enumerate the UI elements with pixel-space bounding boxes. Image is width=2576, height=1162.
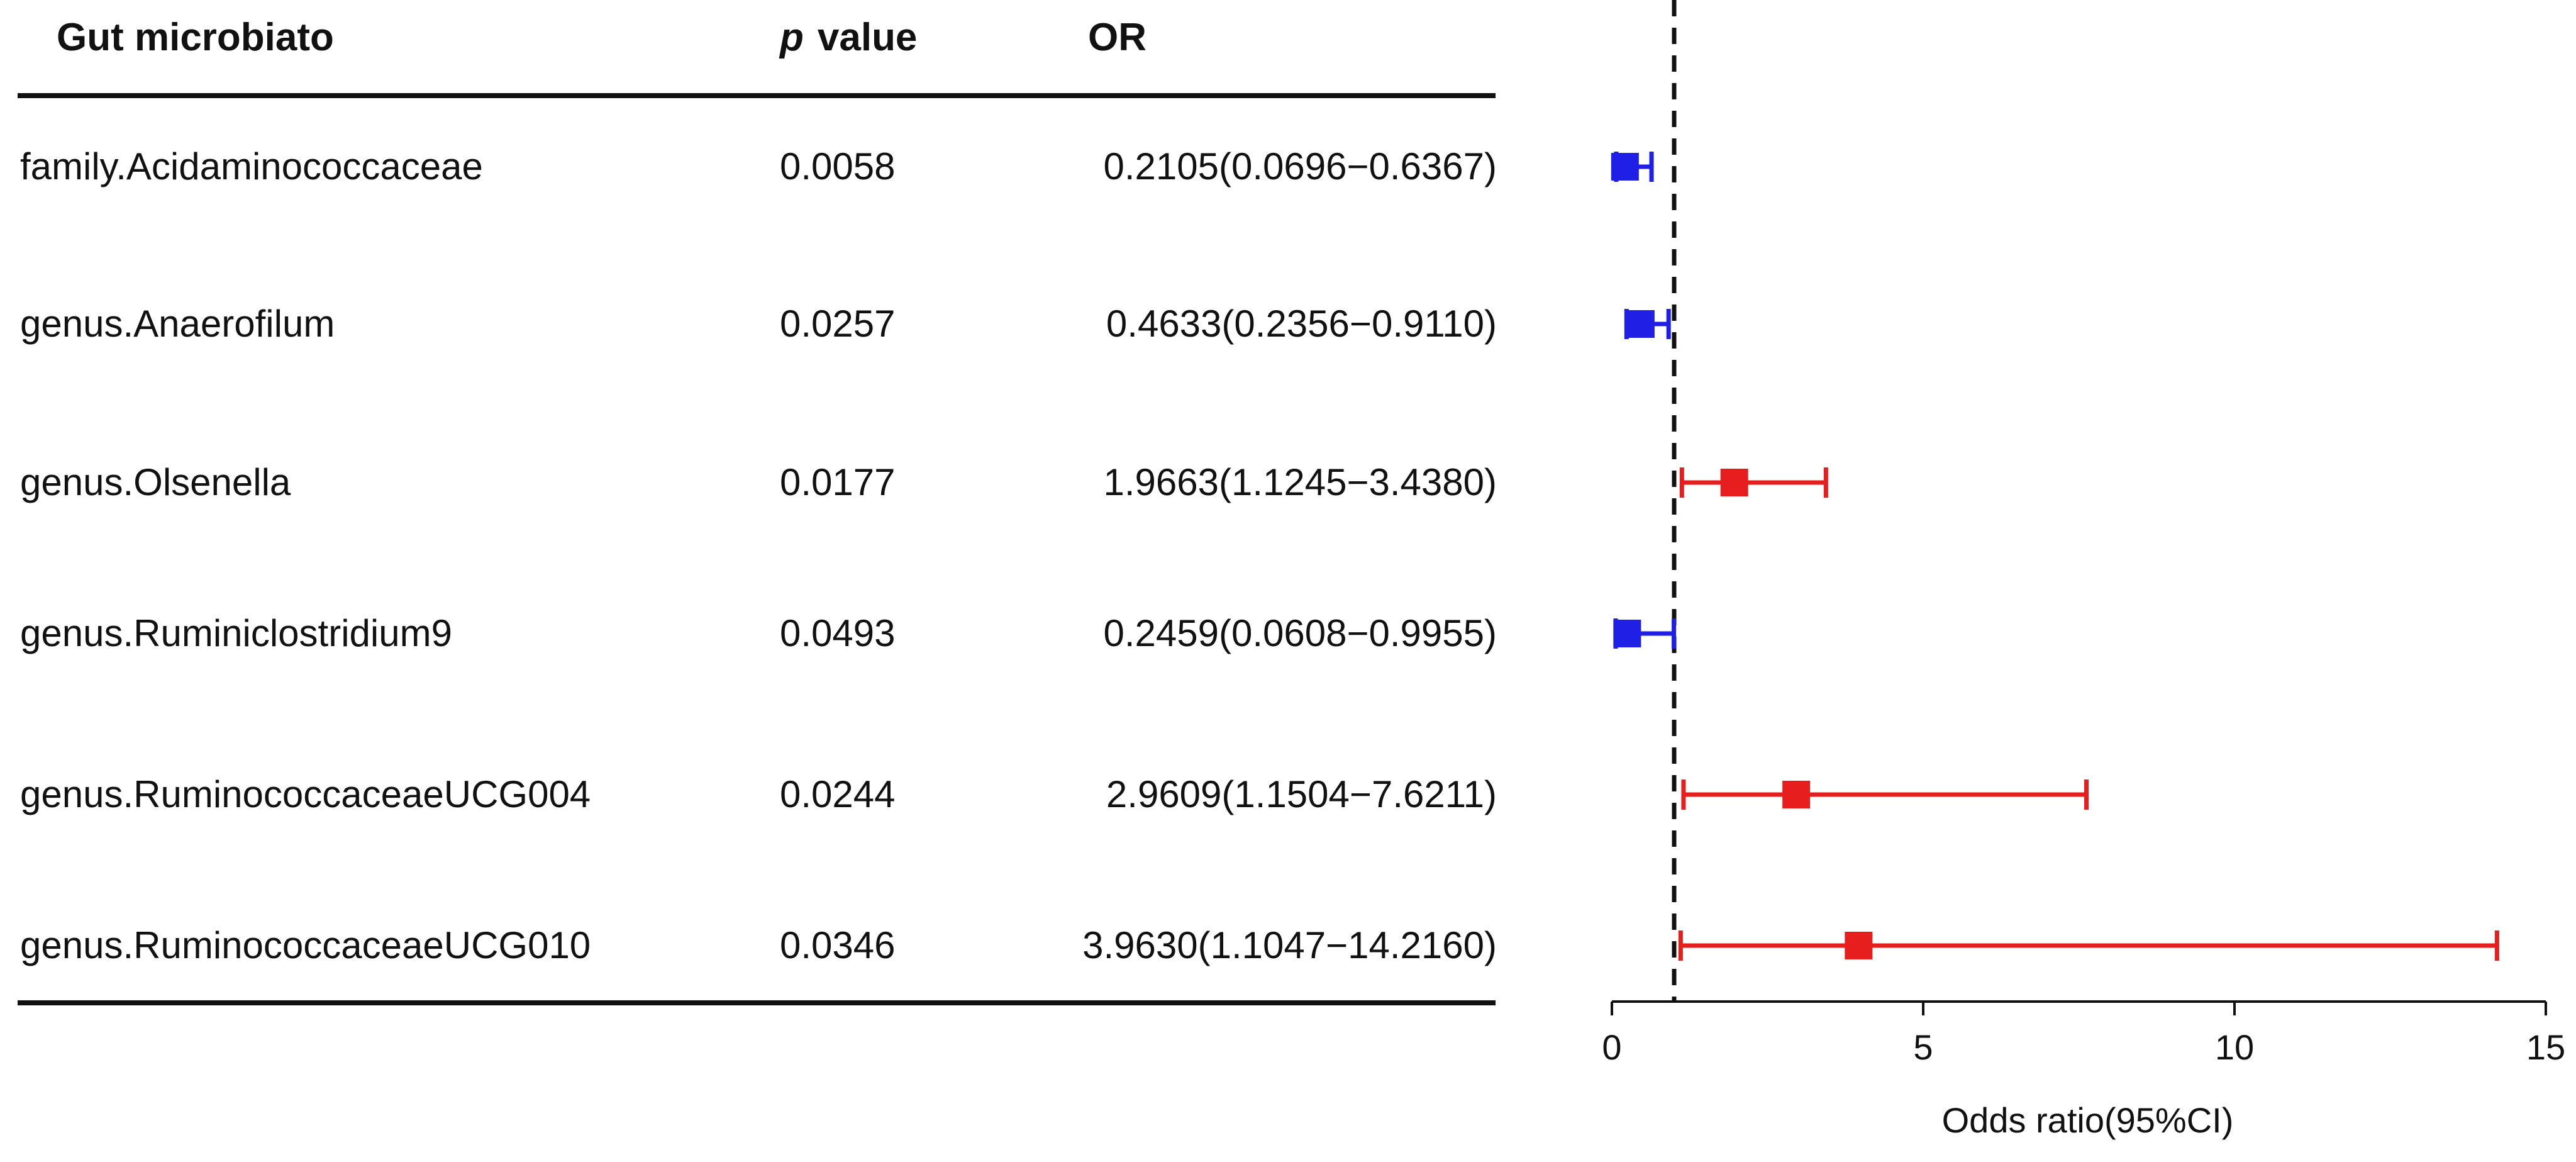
point-estimate xyxy=(1626,310,1655,338)
point-estimate xyxy=(1611,153,1639,181)
row-p-value: 0.0058 xyxy=(780,145,896,187)
point-estimate xyxy=(1613,620,1641,647)
x-tick-label: 0 xyxy=(1602,1027,1621,1067)
header-p-value: p value xyxy=(780,14,917,62)
table-row: genus.Ruminiclostridium9 0.0493 0.2459(0… xyxy=(0,605,1509,662)
row-p-value: 0.0257 xyxy=(780,303,896,345)
table-row: genus.Anaerofilum 0.0257 0.4633(0.2356−0… xyxy=(0,296,1509,352)
table-row: genus.RuminococcaceaeUCG004 0.0244 2.960… xyxy=(0,766,1509,823)
table-row: genus.RuminococcaceaeUCG010 0.0346 3.963… xyxy=(0,917,1509,974)
table-top-rule xyxy=(18,93,1496,98)
header-p-rest: value xyxy=(817,16,918,59)
row-or: 3.9630(1.1047−14.2160) xyxy=(1082,924,1497,966)
point-estimate xyxy=(1782,781,1811,808)
row-name: genus.RuminococcaceaeUCG010 xyxy=(20,924,591,966)
row-name: genus.Ruminiclostridium9 xyxy=(20,612,452,654)
table-row: genus.Olsenella 0.0177 1.9663(1.1245−3.4… xyxy=(0,454,1509,511)
row-p-value: 0.0177 xyxy=(780,461,896,503)
table-row: family.Acidaminococcaceae 0.0058 0.2105(… xyxy=(0,138,1509,195)
x-tick-label: 10 xyxy=(2215,1027,2254,1067)
row-p-value: 0.0493 xyxy=(780,612,896,654)
row-name: family.Acidaminococcaceae xyxy=(20,145,483,187)
header-gut-microbiota: Gut microbiato xyxy=(57,16,334,59)
x-axis-label: Odds ratio(95%CI) xyxy=(1942,1100,2234,1140)
point-estimate xyxy=(1845,932,1873,959)
row-or: 0.4633(0.2356−0.9110) xyxy=(1106,303,1497,345)
row-or: 0.2105(0.0696−0.6367) xyxy=(1103,145,1497,187)
table-bottom-rule xyxy=(18,1000,1496,1005)
header-or: OR xyxy=(1088,14,1491,62)
row-name: genus.RuminococcaceaeUCG004 xyxy=(20,773,591,815)
row-name: genus.Anaerofilum xyxy=(20,303,335,345)
row-or: 0.2459(0.0608−0.9955) xyxy=(1103,612,1497,654)
forest-plot: 0 5 10 15 Odds ratio(95%CI) xyxy=(1602,0,2565,1140)
point-estimate xyxy=(1720,469,1748,496)
row-or: 2.9609(1.1504−7.6211) xyxy=(1106,773,1497,815)
header-p-italic: p xyxy=(780,16,804,59)
row-p-value: 0.0346 xyxy=(780,924,896,966)
header-or-label: OR xyxy=(1088,16,1146,59)
x-tick-label: 15 xyxy=(2526,1027,2565,1067)
row-or: 1.9663(1.1245−3.4380) xyxy=(1103,461,1497,503)
x-tick-label: 5 xyxy=(1913,1027,1933,1067)
row-p-value: 0.0244 xyxy=(780,773,896,815)
row-name: genus.Olsenella xyxy=(20,461,291,503)
